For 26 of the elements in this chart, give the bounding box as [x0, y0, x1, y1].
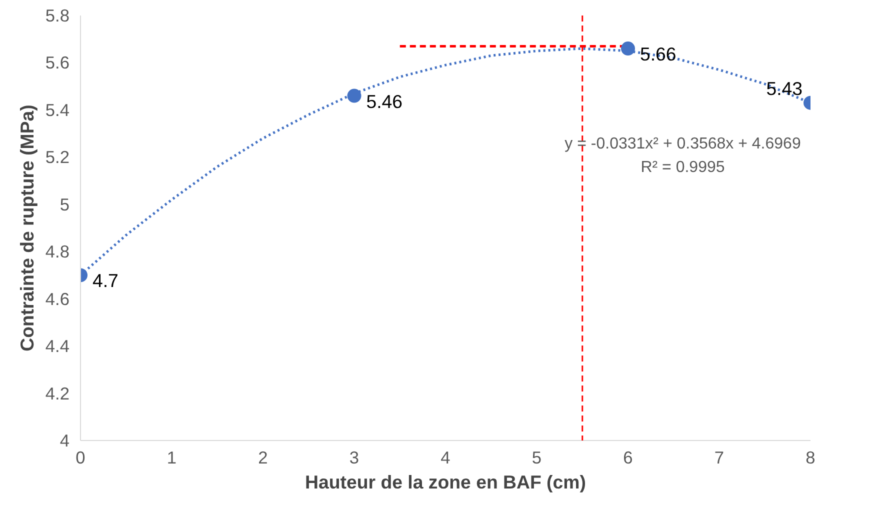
x-tick-label: 4	[440, 448, 451, 468]
y-tick-label: 4.4	[45, 336, 70, 356]
annotation: y = -0.0331x² + 0.3568x + 4.6969	[564, 135, 801, 152]
y-axis-title: Contrainte de rupture (MPa)	[16, 104, 38, 352]
data-label: 5.66	[640, 44, 676, 65]
x-tick-label: 7	[714, 448, 724, 468]
y-tick-label: 5.6	[45, 52, 70, 73]
x-tick-label: 3	[349, 448, 360, 468]
y-tick-label: 4.2	[45, 383, 70, 404]
data-label: 5.46	[366, 90, 403, 112]
annotation: R² = 0.9995	[640, 159, 725, 176]
y-tick-label: 4.6	[45, 288, 70, 309]
y-tick-label: 4.8	[45, 242, 70, 262]
x-tick-label: 0	[76, 448, 86, 468]
y-tick-label: 4	[60, 430, 70, 450]
x-tick-label: 2	[258, 448, 268, 468]
x-tick-label: 6	[623, 448, 633, 468]
x-tick-label: 8	[806, 448, 816, 468]
y-tick-label: 5.2	[45, 147, 70, 168]
y-tick-label: 5	[60, 194, 70, 214]
data-label: 4.7	[92, 270, 118, 292]
x-tick-label: 5	[532, 448, 542, 468]
x-axis-title: Hauteur de la zone en BAF (cm)	[305, 472, 586, 492]
y-tick-label: 5.8	[45, 6, 70, 26]
x-tick-label: 1	[166, 448, 177, 468]
y-tick-label: 5.4	[45, 100, 70, 120]
